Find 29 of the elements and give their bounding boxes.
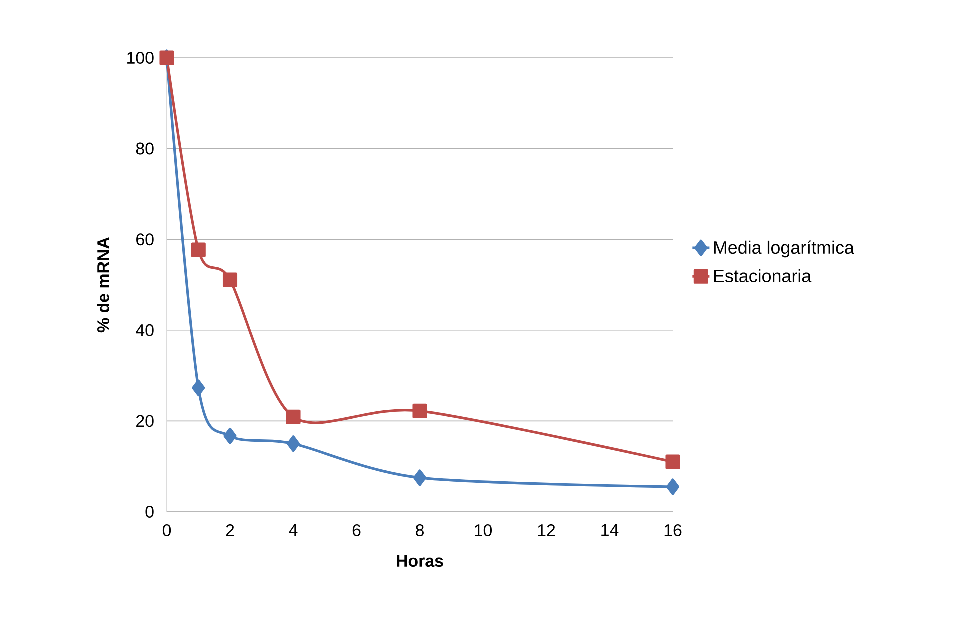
point (191, 242, 206, 258)
x-tick-label: 12 (538, 524, 556, 536)
point (286, 410, 301, 424)
x-tick-label: 6 (352, 524, 361, 536)
point (224, 428, 237, 444)
point (666, 478, 680, 496)
y-tick-label: 80 (136, 142, 154, 155)
point (413, 470, 427, 486)
x-tick-label: 4 (289, 524, 298, 536)
x-axis-title: Horas (397, 555, 444, 568)
y-axis-title: % de mRNA (97, 237, 110, 333)
point (666, 454, 680, 470)
y-tick-label: 0 (146, 506, 154, 518)
y-tick-label: 100 (128, 52, 154, 64)
x-tick-label: 8 (416, 524, 424, 536)
legend-label: Estacionaria (714, 269, 812, 283)
x-tick-label: 14 (602, 524, 619, 536)
point (286, 436, 300, 452)
point (222, 272, 238, 288)
y-tick-label: 40 (136, 324, 154, 336)
y-tick-label: 60 (136, 234, 154, 246)
x-tick-label: 2 (226, 524, 234, 536)
point (412, 404, 428, 418)
y-tick-label: 20 (136, 415, 154, 428)
point (192, 380, 206, 396)
x-tick-label: 16 (664, 524, 682, 536)
x-tick-label: 10 (475, 524, 492, 536)
legend-label: Media logarítmica (714, 240, 854, 258)
x-tick-label: 0 (162, 524, 172, 536)
